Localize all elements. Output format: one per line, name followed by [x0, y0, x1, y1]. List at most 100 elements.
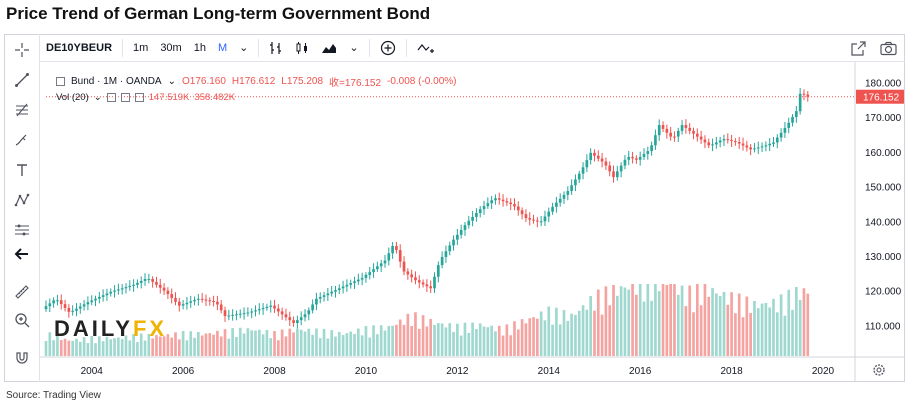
volume-bar [86, 343, 90, 356]
collapse-icon[interactable] [56, 77, 65, 86]
area-style-icon[interactable] [315, 34, 343, 62]
brush-icon[interactable] [4, 128, 40, 152]
interval-M[interactable]: M [217, 41, 228, 54]
volume-bar [749, 312, 752, 356]
interval-dropdown[interactable]: ⌄ [239, 42, 249, 54]
volume-bar [772, 298, 775, 356]
pattern-icon[interactable] [4, 188, 40, 212]
candle-body [787, 122, 791, 128]
volume-bar [284, 336, 288, 356]
candle-body [615, 171, 619, 178]
candle-body [478, 209, 482, 214]
candle-body [779, 132, 783, 138]
volume-bar [94, 343, 97, 356]
candle-body [277, 308, 280, 312]
interval-1m[interactable]: 1m [133, 41, 149, 54]
magnet-icon[interactable] [4, 346, 40, 370]
volume-bar [555, 307, 558, 356]
volume-bar [798, 299, 802, 356]
close-icon[interactable] [134, 93, 144, 102]
volume-bar [795, 287, 798, 356]
candle-body [158, 284, 162, 288]
volume-bar [657, 291, 661, 356]
volume-bar [536, 318, 539, 356]
source-note: Source: Trading View [6, 390, 101, 401]
candle-body [608, 165, 612, 172]
interval-30m[interactable]: 30m [160, 41, 182, 54]
back-arrow-icon[interactable] [4, 242, 40, 266]
trendline-icon[interactable] [4, 68, 40, 92]
candle-body [711, 144, 714, 146]
volume-bar [676, 294, 680, 356]
volume-bar [734, 313, 737, 356]
candle-body [368, 272, 372, 275]
candle-body [97, 296, 101, 299]
text-icon[interactable] [4, 158, 40, 182]
candle-body [566, 191, 570, 195]
chevron-down-icon[interactable]: ⌄ [93, 92, 102, 103]
price-chart[interactable]: 110.000 120.000 130.000 140.000 150.000 160.0… [40, 62, 905, 382]
candle-body [376, 266, 379, 270]
ruler-icon[interactable] [4, 280, 40, 304]
volume-bar [48, 332, 52, 356]
series-legend: Bund · 1M · OANDA ⌄ O176.160 H176.612 L1… [56, 74, 457, 89]
fib-icon[interactable] [4, 98, 40, 122]
camera-icon[interactable] [874, 34, 902, 62]
volume-bar [231, 328, 234, 356]
x-tick-label: 2008 [263, 366, 286, 377]
candle-body [513, 204, 516, 207]
volume-bar [216, 330, 219, 356]
volume-bar [615, 295, 619, 356]
candle-body [669, 132, 672, 137]
volume-bar [570, 313, 573, 356]
candle-body [749, 147, 752, 150]
volume-bar [802, 288, 806, 356]
candle-body [734, 141, 737, 143]
gear-icon[interactable] [873, 364, 885, 376]
volume-bar [379, 325, 383, 356]
volume-bar [208, 333, 212, 356]
symbol-search[interactable]: DE10YBEUR [46, 41, 113, 54]
candle-style-icon[interactable] [289, 34, 315, 62]
crosshair-icon[interactable] [4, 38, 40, 62]
bar-style-icon[interactable] [263, 34, 289, 62]
volume-bar [612, 285, 615, 356]
volume-bar [737, 293, 741, 356]
series-name: Bund · 1M · OANDA [71, 76, 162, 87]
compare-icon[interactable] [411, 34, 441, 62]
volume-bar [551, 324, 554, 356]
volume-bar [334, 336, 337, 356]
volume-bar [254, 330, 257, 356]
candle-body [44, 306, 48, 310]
interval-1h[interactable]: 1h [193, 41, 206, 54]
candle-body [128, 285, 132, 288]
volume-bar [566, 320, 570, 356]
candle-body [623, 159, 627, 166]
chevron-down-icon[interactable]: ⌄ [349, 42, 359, 54]
x-tick-label: 2012 [446, 366, 469, 377]
y-tick-label: 150.000 [865, 183, 902, 194]
fullscreen-icon[interactable] [844, 34, 872, 62]
candle-body [501, 199, 505, 202]
volume-bar [242, 333, 246, 356]
candle-body [581, 167, 585, 174]
settings-icon[interactable] [120, 93, 130, 102]
volume-bar [608, 305, 612, 356]
volume-bar [97, 336, 101, 356]
volume-bar [132, 334, 135, 356]
volume-bar [539, 311, 543, 356]
candle-body [395, 246, 398, 251]
measure-icon[interactable] [4, 218, 40, 242]
eye-icon[interactable] [106, 93, 116, 102]
volume-bar [756, 308, 760, 356]
candle-body [600, 158, 604, 162]
chevron-down-icon[interactable]: ⌄ [167, 76, 176, 87]
zoom-icon[interactable] [4, 308, 40, 332]
volume-bar [162, 336, 166, 356]
candle-body [539, 221, 543, 223]
volume-bar [391, 325, 394, 356]
volume-bar [581, 305, 585, 356]
candle-body [364, 274, 368, 278]
candle-body [334, 290, 337, 292]
indicators-add-icon[interactable] [374, 34, 402, 62]
